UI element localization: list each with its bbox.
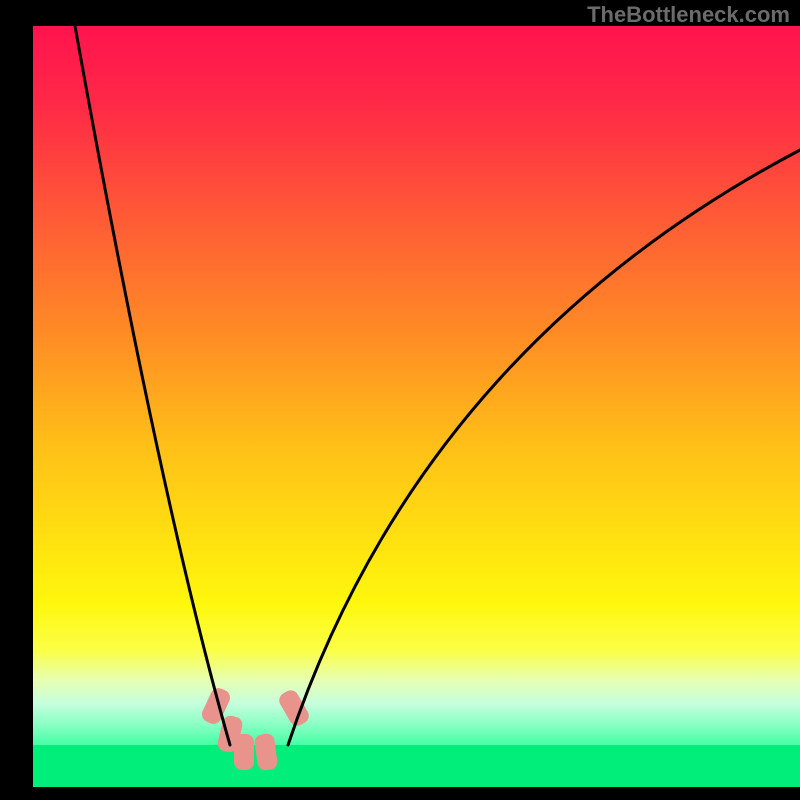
bottom-green-strip	[33, 745, 800, 787]
gradient-background	[33, 26, 800, 787]
watermark-text: TheBottleneck.com	[587, 2, 790, 28]
